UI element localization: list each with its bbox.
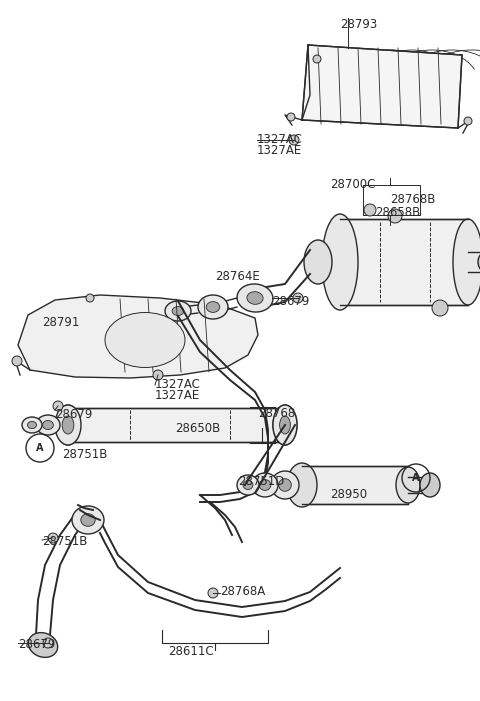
Circle shape [293, 293, 303, 303]
Polygon shape [302, 466, 408, 504]
Text: 28950: 28950 [330, 488, 367, 501]
Ellipse shape [206, 301, 220, 313]
Text: 28768B: 28768B [390, 193, 435, 206]
Ellipse shape [247, 292, 263, 304]
Ellipse shape [62, 416, 74, 434]
Ellipse shape [198, 295, 228, 319]
Polygon shape [18, 295, 258, 378]
Text: 1327AC: 1327AC [257, 133, 303, 146]
Ellipse shape [252, 473, 278, 497]
Ellipse shape [273, 405, 297, 445]
Text: 1327AE: 1327AE [257, 144, 302, 157]
Ellipse shape [287, 463, 317, 507]
Text: 28768: 28768 [258, 407, 295, 420]
Text: 28791: 28791 [42, 316, 79, 329]
Ellipse shape [105, 313, 185, 367]
Text: A: A [412, 473, 420, 483]
Text: 28751B: 28751B [42, 535, 87, 548]
Circle shape [86, 294, 94, 302]
Polygon shape [340, 219, 468, 305]
Circle shape [12, 356, 22, 366]
Ellipse shape [420, 473, 440, 497]
Text: 28611C: 28611C [168, 645, 214, 658]
Ellipse shape [322, 214, 358, 310]
Ellipse shape [453, 219, 480, 305]
Circle shape [313, 55, 321, 63]
Text: 28764E: 28764E [215, 270, 260, 283]
Circle shape [208, 588, 218, 598]
Ellipse shape [165, 301, 191, 321]
Text: 28768A: 28768A [220, 585, 265, 598]
Text: 28650B: 28650B [175, 422, 220, 435]
Text: A: A [36, 443, 44, 453]
Ellipse shape [243, 480, 253, 489]
Ellipse shape [56, 405, 80, 445]
Ellipse shape [279, 479, 291, 491]
Ellipse shape [28, 632, 58, 658]
Ellipse shape [43, 421, 53, 430]
Ellipse shape [279, 416, 290, 434]
Ellipse shape [81, 514, 95, 526]
Ellipse shape [172, 306, 184, 315]
Ellipse shape [396, 467, 420, 503]
Ellipse shape [36, 415, 60, 435]
Circle shape [153, 370, 163, 380]
Circle shape [289, 135, 299, 145]
Circle shape [388, 209, 402, 223]
Ellipse shape [27, 421, 36, 428]
Circle shape [478, 250, 480, 274]
Text: 1327AE: 1327AE [155, 389, 200, 402]
Ellipse shape [304, 240, 332, 284]
Ellipse shape [55, 405, 81, 445]
Circle shape [48, 533, 58, 543]
Circle shape [432, 300, 448, 316]
Circle shape [364, 204, 376, 216]
Text: 28751B: 28751B [62, 448, 108, 461]
Ellipse shape [273, 405, 297, 445]
Text: 1327AC: 1327AC [155, 378, 201, 391]
Circle shape [464, 117, 472, 125]
Text: 28679: 28679 [18, 638, 55, 651]
Text: 28700C: 28700C [330, 178, 375, 191]
Circle shape [53, 401, 63, 411]
Ellipse shape [237, 475, 259, 495]
Circle shape [43, 638, 53, 648]
Text: 28793: 28793 [340, 18, 377, 31]
Circle shape [287, 113, 295, 121]
Ellipse shape [237, 284, 273, 312]
Polygon shape [68, 408, 285, 442]
Text: 28658B: 28658B [375, 206, 420, 219]
Text: 28751D: 28751D [238, 475, 284, 488]
Ellipse shape [259, 479, 271, 491]
Ellipse shape [22, 417, 42, 433]
Text: 28679: 28679 [55, 408, 92, 421]
Ellipse shape [271, 471, 299, 499]
Polygon shape [302, 45, 462, 128]
Text: 28679: 28679 [272, 295, 310, 308]
Ellipse shape [72, 506, 104, 534]
